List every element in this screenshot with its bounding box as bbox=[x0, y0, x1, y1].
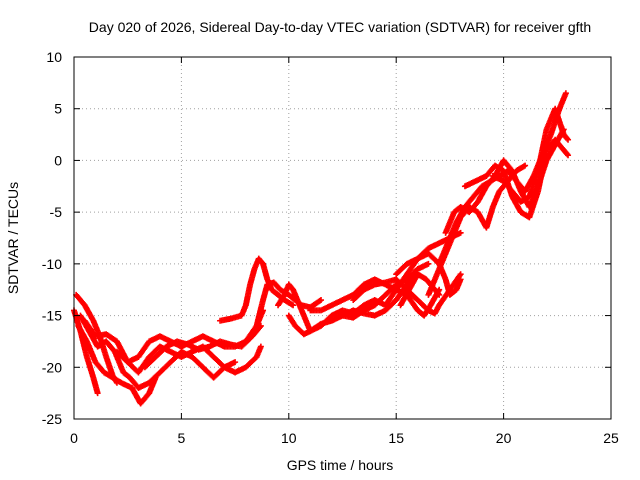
data-point bbox=[257, 343, 264, 350]
x-tick-label: 10 bbox=[281, 430, 297, 446]
data-point bbox=[564, 151, 571, 158]
y-tick-label: -15 bbox=[42, 308, 62, 324]
chart-title: Day 020 of 2026, Sidereal Day-to-day VTE… bbox=[89, 19, 591, 35]
data-points bbox=[71, 90, 572, 407]
series-arc-21 bbox=[489, 105, 572, 205]
x-tick-label: 5 bbox=[178, 430, 186, 446]
series-arc-7 bbox=[141, 322, 264, 371]
plot-frame bbox=[73, 56, 612, 420]
data-point bbox=[565, 136, 572, 143]
x-tick-label: 0 bbox=[70, 430, 78, 446]
data-point bbox=[290, 302, 297, 309]
data-point bbox=[457, 271, 464, 278]
data-point bbox=[457, 229, 464, 236]
data-point bbox=[316, 297, 323, 304]
data-point bbox=[232, 359, 239, 366]
data-point bbox=[457, 276, 464, 283]
x-tick-label: 25 bbox=[603, 430, 619, 446]
series-arc-3 bbox=[75, 322, 159, 407]
y-tick-label: -10 bbox=[42, 256, 62, 272]
data-point bbox=[562, 90, 569, 97]
axes: 0 5 10 15 20 25 -25 -20 -15 -10 -5 0 5 10 bbox=[42, 49, 619, 446]
y-tick-label: 0 bbox=[54, 152, 62, 168]
data-point bbox=[436, 291, 443, 298]
y-tick-label: -20 bbox=[42, 359, 62, 375]
x-axis-label: GPS time / hours bbox=[287, 457, 394, 473]
data-point bbox=[522, 162, 529, 169]
data-point bbox=[564, 135, 571, 142]
data-point bbox=[435, 290, 442, 297]
data-point bbox=[565, 152, 572, 159]
series-arc-13 bbox=[339, 271, 417, 319]
x-tick-label: 15 bbox=[388, 430, 404, 446]
grid bbox=[74, 57, 611, 419]
y-axis-label: SDTVAR / TECUs bbox=[5, 182, 21, 294]
x-tick-label: 20 bbox=[496, 430, 512, 446]
y-tick-label: -25 bbox=[42, 411, 62, 427]
y-tick-label: 10 bbox=[46, 49, 62, 65]
y-tick-label: -5 bbox=[50, 204, 63, 220]
series-arc-14 bbox=[350, 271, 464, 317]
data-point bbox=[425, 260, 432, 267]
series-arc-12 bbox=[307, 276, 443, 319]
data-point bbox=[318, 297, 325, 304]
y-tick-label: 5 bbox=[54, 101, 62, 117]
data-point bbox=[94, 390, 101, 397]
